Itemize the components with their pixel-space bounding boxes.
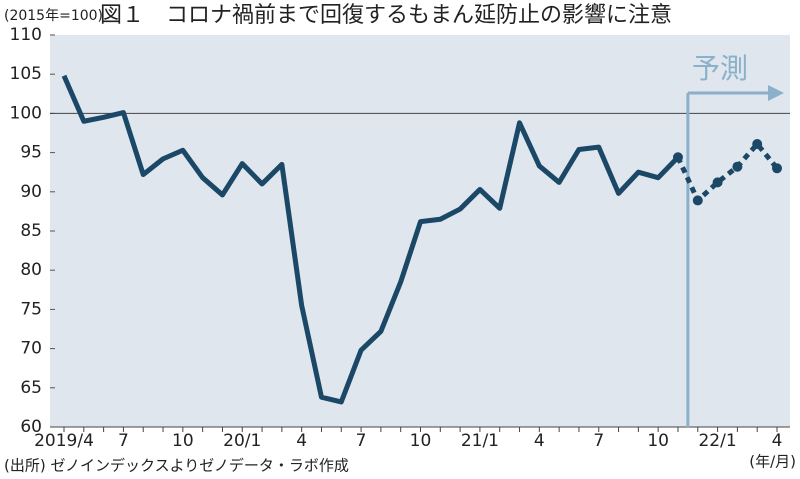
y-tick-label: 60 — [20, 417, 42, 437]
x-tick-label: 10 — [647, 431, 669, 451]
y-tick-label: 70 — [20, 339, 42, 359]
y-tick-label: 90 — [20, 182, 42, 202]
x-tick-label: 20/1 — [223, 431, 261, 451]
y-tick-label: 100 — [10, 103, 42, 123]
y-tick-label: 75 — [20, 299, 42, 319]
x-tick-label: 10 — [172, 431, 194, 451]
y-tick-label: 105 — [10, 64, 42, 84]
forecast-point — [732, 161, 743, 172]
x-tick-label: 4 — [772, 431, 783, 451]
y-tick-label: 65 — [20, 378, 42, 398]
x-tick-label: 7 — [356, 431, 367, 451]
x-tick-label: 7 — [118, 431, 129, 451]
x-tick-label: 4 — [296, 431, 307, 451]
y-tick-label: 95 — [20, 143, 42, 163]
forecast-point — [692, 195, 703, 206]
y-tick-label: 85 — [20, 221, 42, 241]
x-tick-label: 4 — [534, 431, 545, 451]
x-tick-label: 21/1 — [461, 431, 499, 451]
y-tick-label: 110 — [10, 25, 42, 45]
forecast-point — [672, 152, 683, 163]
y-tick-label: 80 — [20, 260, 42, 280]
chart-title: 図１ コロナ禍前まで回復するもまん延防止の影響に注意 — [100, 3, 672, 28]
x-tick-label: 10 — [410, 431, 432, 451]
forecast-point — [752, 138, 763, 149]
source: (出所) ゼノインデックスよりゼノデータ・ラボ作成 — [4, 457, 349, 475]
forecast-label: 予測 — [692, 52, 748, 85]
arrow-head — [768, 85, 784, 101]
series-line — [61, 74, 680, 405]
forecast-point — [712, 177, 723, 188]
unit-note: (2015年=100) — [4, 8, 103, 24]
x-unit: (年/月) — [749, 453, 796, 471]
x-tick-label: 22/1 — [698, 431, 736, 451]
x-tick-label: 2019/4 — [34, 431, 94, 451]
series-line — [675, 141, 779, 203]
x-tick-label: 7 — [593, 431, 604, 451]
forecast-point — [772, 163, 782, 174]
